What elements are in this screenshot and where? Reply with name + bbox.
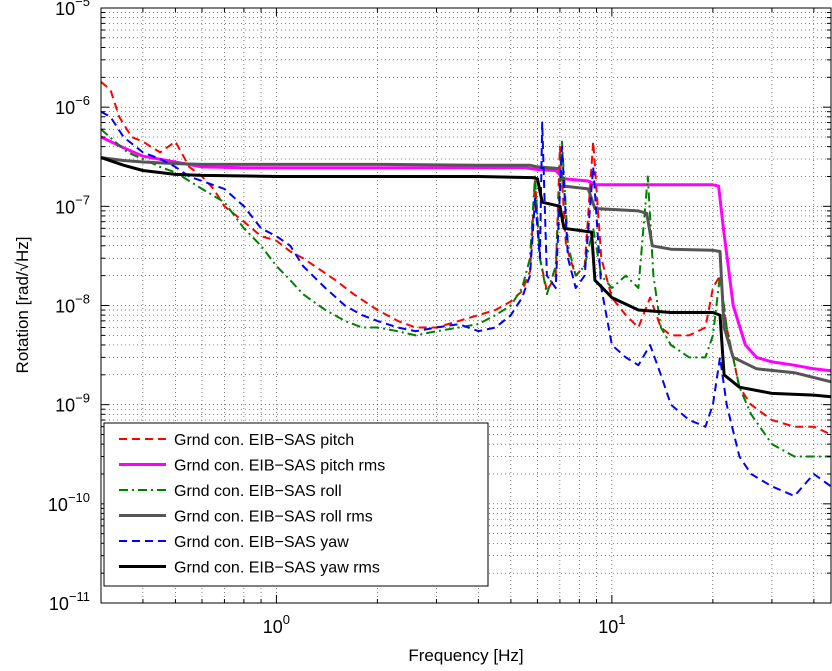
x-axis-label: Frequency [Hz] <box>408 646 523 665</box>
legend-label: Grnd con. EIB−SAS yaw <box>174 534 349 551</box>
x-tick-label: 100 <box>263 612 290 637</box>
legend-label: Grnd con. EIB−SAS yaw rms <box>174 560 380 577</box>
y-tick-label: 10−7 <box>55 192 90 217</box>
y-axis-label: Rotation [rad/√Hz] <box>13 237 32 374</box>
y-tick-label: 10−5 <box>55 0 90 19</box>
y-tick-label: 10−8 <box>55 292 90 317</box>
legend-label: Grnd con. EIB−SAS roll rms <box>174 509 373 526</box>
legend-label: Grnd con. EIB−SAS pitch rms <box>174 458 385 475</box>
y-tick-label: 10−10 <box>48 490 90 515</box>
x-tick-label: 101 <box>598 612 625 637</box>
y-tick-label: 10−11 <box>49 589 90 614</box>
y-tick-label: 10−6 <box>55 93 90 118</box>
legend-label: Grnd con. EIB−SAS roll <box>174 483 342 500</box>
y-tick-label: 10−9 <box>55 391 90 416</box>
legend: Grnd con. EIB−SAS pitch Grnd con. EIB−SAS… <box>104 423 488 586</box>
legend-label: Grnd con. EIB−SAS pitch <box>174 432 354 449</box>
